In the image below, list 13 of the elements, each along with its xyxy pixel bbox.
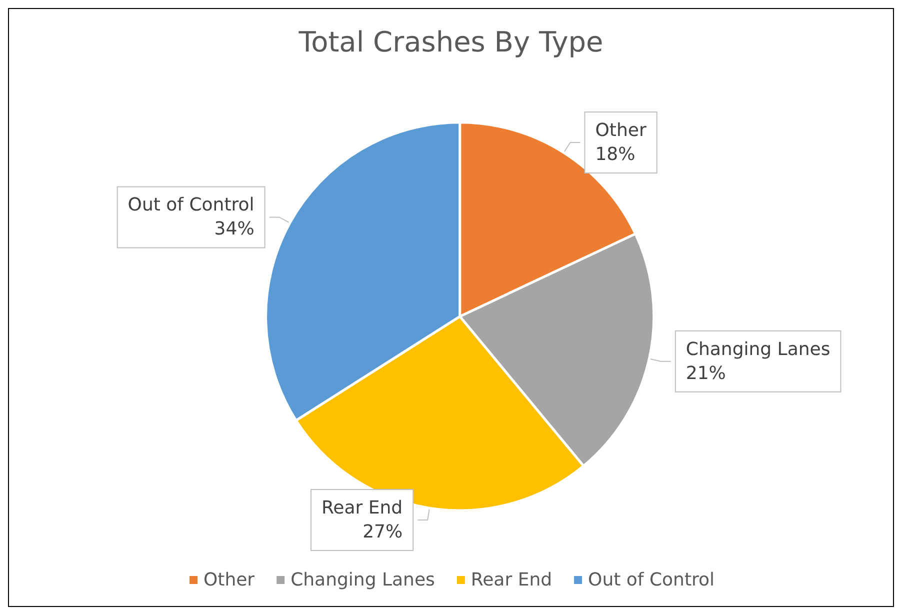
legend-label: Out of Control xyxy=(588,570,715,590)
data-label: 21% xyxy=(686,362,726,384)
slice-label: Rear End xyxy=(321,497,403,518)
data-label: 27% xyxy=(362,521,403,542)
legend-label: Other xyxy=(203,570,256,590)
data-label: 34% xyxy=(214,218,254,240)
chart-title: Total Crashes By Type xyxy=(298,26,604,58)
slice-label: Changing Lanes xyxy=(686,338,830,360)
legend-label: Rear End xyxy=(470,570,552,590)
slice-label: Out of Control xyxy=(128,194,254,216)
legend-label: Changing Lanes xyxy=(290,570,435,590)
slice-label: Other xyxy=(595,120,647,141)
data-label: 18% xyxy=(595,144,636,165)
